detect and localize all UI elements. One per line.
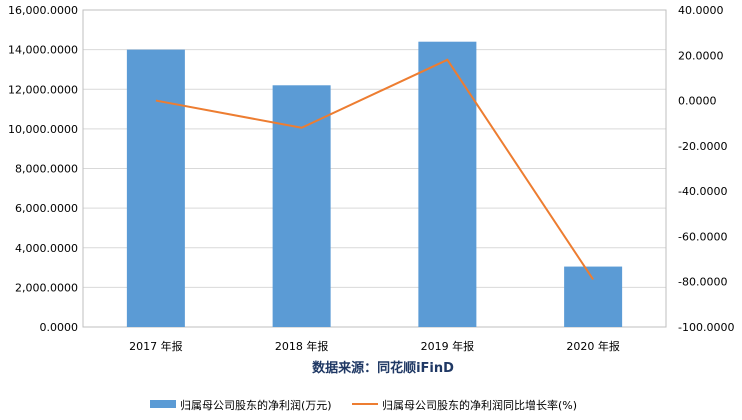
left-tick-label: 12,000.0000 (8, 83, 78, 96)
right-tick-label: -20.0000 (678, 140, 727, 153)
left-tick-label: 2,000.0000 (15, 281, 78, 294)
right-tick-label: 0.0000 (678, 95, 717, 108)
left-tick-label: 14,000.0000 (8, 44, 78, 57)
left-tick-label: 0.0000 (40, 321, 79, 334)
right-tick-label: -80.0000 (678, 276, 727, 289)
category-label: 2020 年报 (566, 339, 620, 353)
legend: 归属母公司股东的净利润(万元) 归属母公司股东的净利润同比增长率(%) (150, 398, 577, 412)
left-tick-label: 8,000.0000 (15, 163, 78, 176)
legend-line-label: 归属母公司股东的净利润同比增长率(%) (382, 398, 577, 412)
right-axis-ticks: -100.0000 -80.0000 -60.0000 -40.0000 -20.000… (678, 4, 734, 334)
right-tick-label: -100.0000 (678, 321, 734, 334)
left-axis-ticks: 0.0000 2,000.0000 4,000.0000 6,000.0000 8,00… (8, 4, 78, 334)
bar (564, 266, 623, 327)
category-label: 2017 年报 (129, 339, 183, 353)
right-tick-label: 20.0000 (678, 49, 724, 62)
left-tick-label: 4,000.0000 (15, 242, 78, 255)
category-label: 2019 年报 (421, 339, 475, 353)
data-source-note: 数据来源：同花顺iFinD (312, 360, 454, 376)
category-label: 2018 年报 (275, 339, 329, 353)
legend-bar-label: 归属母公司股东的净利润(万元) (180, 398, 332, 412)
right-tick-label: 40.0000 (678, 4, 724, 17)
plot-frame (82, 9, 667, 328)
legend-bar-swatch (150, 400, 176, 408)
bar (126, 49, 185, 327)
left-tick-label: 10,000.0000 (8, 123, 78, 136)
line-series (155, 58, 594, 281)
bar (272, 85, 331, 327)
category-labels: 2017 年报 2018 年报 2019 年报 2020 年报 (129, 339, 620, 353)
bar (418, 41, 477, 327)
growth-line (155, 58, 594, 281)
left-tick-label: 6,000.0000 (15, 202, 78, 215)
bar-series (126, 41, 623, 327)
left-tick-label: 16,000.0000 (8, 4, 78, 17)
right-tick-label: -40.0000 (678, 185, 727, 198)
right-tick-label: -60.0000 (678, 230, 727, 243)
